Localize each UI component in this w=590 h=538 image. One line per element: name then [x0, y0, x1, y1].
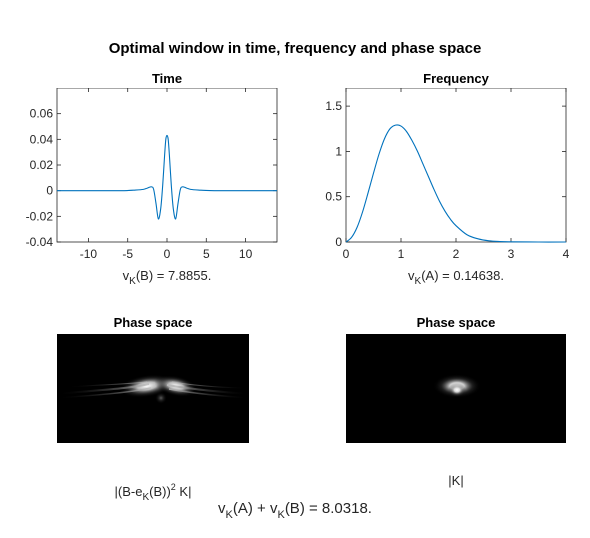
- x-tick-label: 4: [563, 247, 570, 261]
- axes-box: [56, 88, 278, 243]
- frequency-plot-caption: vK(A) = 0.14638.: [408, 268, 504, 287]
- y-tick-label: -0.04: [26, 235, 54, 249]
- axes-box: [345, 88, 567, 243]
- time-chart: -10 -5 0 5 10 -0.04 -0.02 0 0.02 0.04 0.06: [26, 88, 278, 261]
- x-tick-label: -10: [80, 247, 98, 261]
- phase-space-heatmap-left: [57, 374, 249, 404]
- series-line: [345, 124, 567, 243]
- phase-space-title-left: Phase space: [113, 315, 193, 330]
- x-tick-label: 0: [164, 247, 171, 261]
- phase-space-title-right: Phase space: [416, 315, 496, 330]
- phase-space-image-right: [346, 334, 566, 443]
- x-tick-label: 5: [203, 247, 210, 261]
- total-formula: vK(A) + vK(B) = 8.0318.: [218, 500, 372, 521]
- y-tick-label: -0.02: [26, 209, 54, 223]
- phase-space-heatmap-right: [433, 374, 481, 398]
- y-tick-label: 0.06: [30, 107, 54, 121]
- x-tick-label: -5: [122, 247, 133, 261]
- x-tick-label: 2: [453, 247, 460, 261]
- time-plot-title: Time: [151, 71, 183, 86]
- y-tick-label: 1.5: [325, 99, 342, 113]
- phase-space-caption-left: |(B-eK(B))2 K|: [114, 482, 192, 503]
- phase-space-caption-right: |K|: [448, 473, 464, 488]
- y-tick-label: 0: [335, 235, 342, 249]
- y-tick-label: 0.04: [30, 132, 54, 146]
- y-tick-label: 0.5: [325, 190, 342, 204]
- y-tick-label: 0: [46, 184, 53, 198]
- x-tick-label: 0: [343, 247, 350, 261]
- series-line: [56, 134, 278, 220]
- y-tick-label: 1: [335, 144, 342, 158]
- phase-space-image-left: [57, 334, 249, 443]
- x-tick-label: 3: [508, 247, 515, 261]
- frequency-chart: 0 1 2 3 4 0 0.5 1 1.5: [325, 88, 570, 261]
- figure-title: Optimal window in time, frequency and ph…: [108, 40, 482, 57]
- time-plot-caption: vK(B) = 7.8855.: [122, 268, 212, 287]
- x-tick-label: 10: [239, 247, 253, 261]
- frequency-plot-title: Frequency: [423, 71, 489, 86]
- y-tick-label: 0.02: [30, 158, 54, 172]
- x-tick-label: 1: [398, 247, 405, 261]
